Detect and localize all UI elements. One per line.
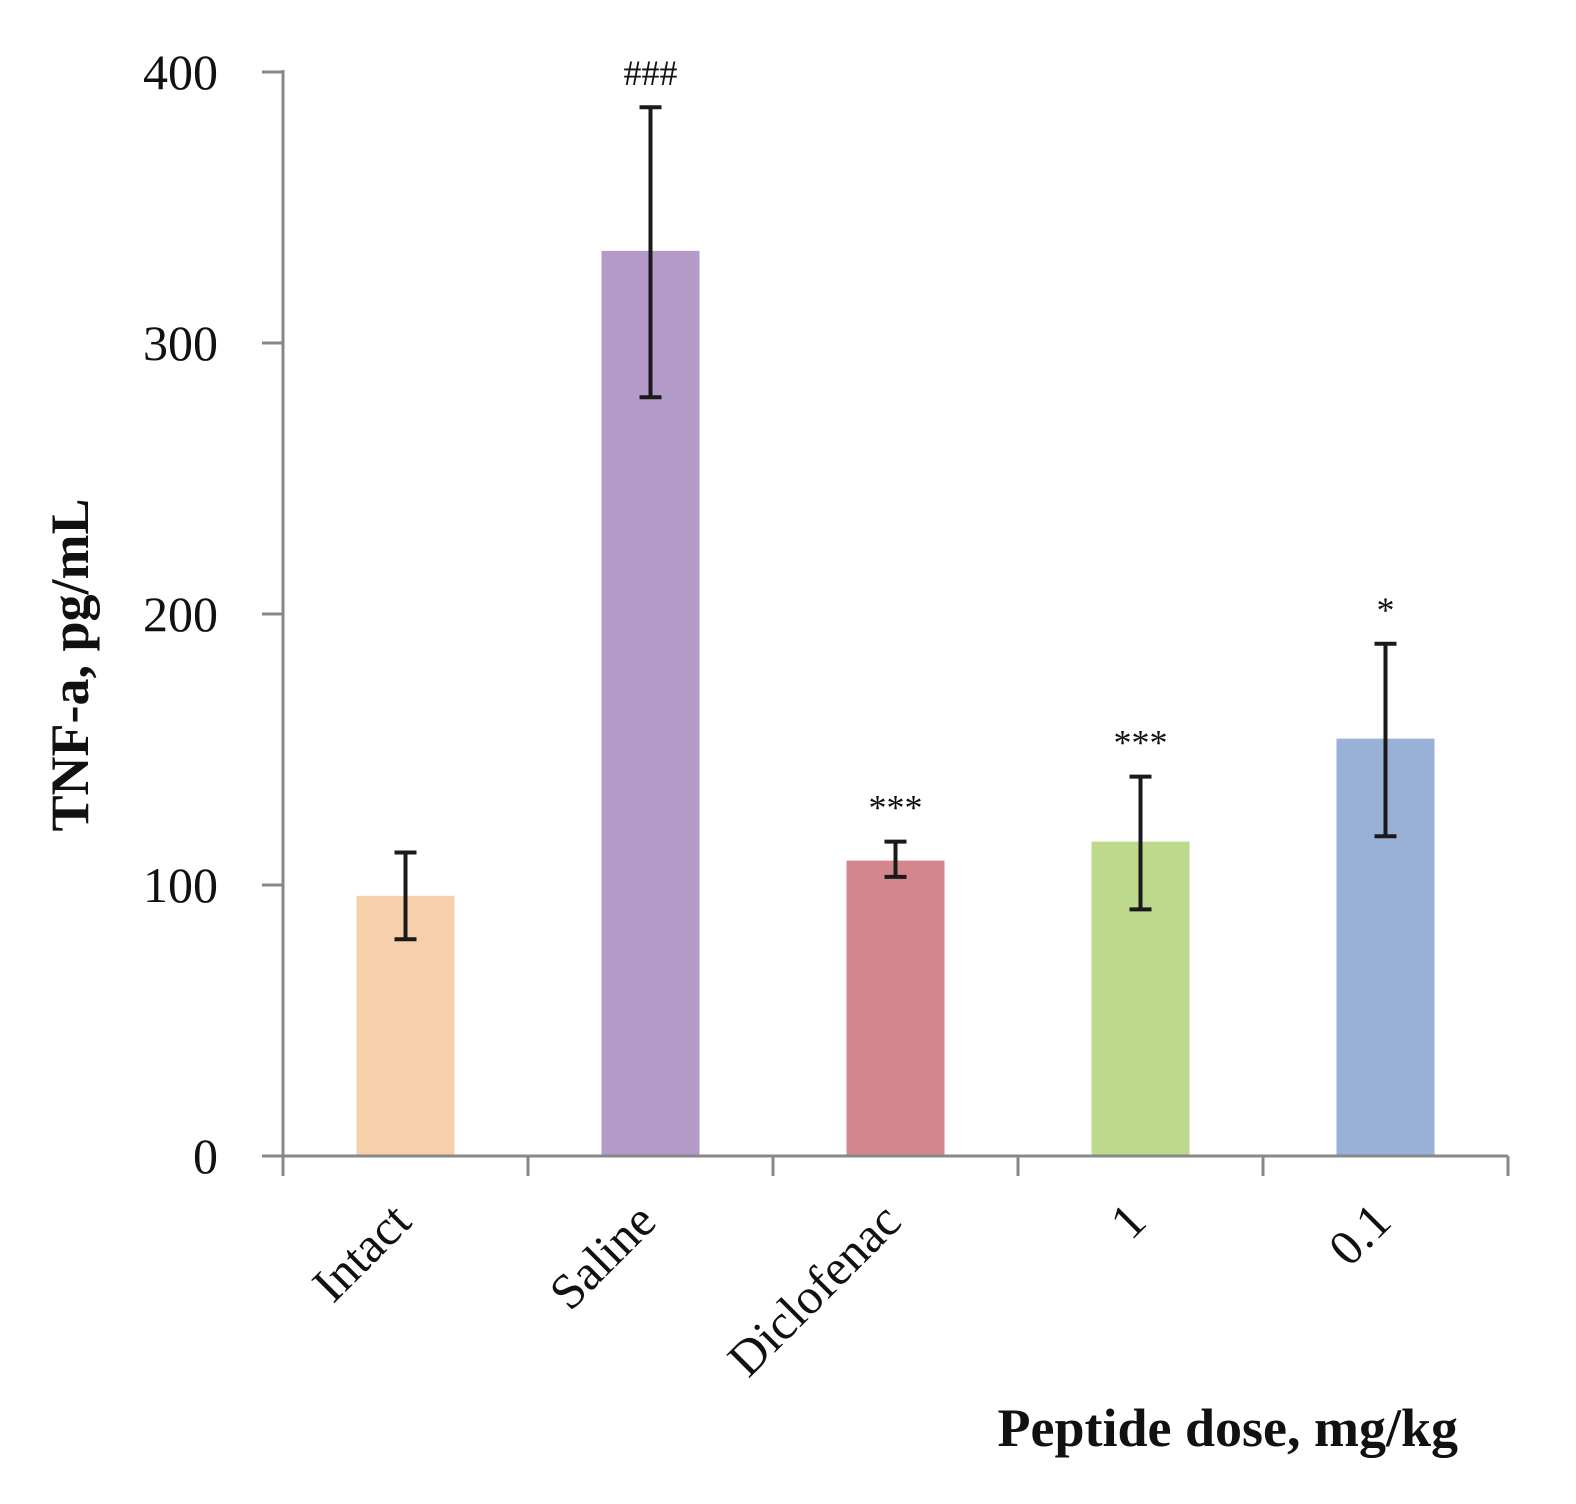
significance-label-1: *** [1114, 723, 1168, 763]
error-bars-layer [394, 105, 1397, 942]
error-bar-1 [1129, 774, 1152, 912]
bars-layer [356, 250, 1435, 1157]
y-tick-label-100: 100 [143, 857, 218, 913]
error-bar-Intact [394, 850, 417, 942]
bar-Diclofenac [846, 860, 945, 1156]
axes-layer [262, 70, 1510, 1176]
significance-label-Saline: ### [624, 53, 678, 93]
y-tick-label-400: 400 [143, 44, 218, 100]
error-bar-Diclofenac [884, 839, 907, 879]
x-tick-label-Intact: Intact [301, 1192, 421, 1312]
x-tick-label-Diclofenac: Diclofenac [717, 1192, 912, 1387]
x-axis-title: Peptide dose, mg/kg [997, 1398, 1458, 1458]
y-tick-label-200: 200 [143, 586, 218, 642]
x-tick-label-0.1: 0.1 [1317, 1192, 1401, 1276]
y-axis-title: TNF-a, pg/mL [40, 498, 100, 831]
error-bar-0.1 [1374, 641, 1397, 839]
x-tick-label-Saline: Saline [538, 1192, 666, 1320]
labels-layer: 0 100 200 300 400 Intact ### Saline *** Diclofena… [143, 44, 1401, 1387]
y-tick-label-0: 0 [193, 1128, 218, 1184]
y-tick-label-300: 300 [143, 315, 218, 371]
significance-label-Diclofenac: *** [869, 788, 923, 828]
significance-label-0.1: * [1377, 590, 1395, 630]
error-bar-Saline [639, 105, 662, 400]
bar-Saline [601, 250, 700, 1157]
x-tick-label-1: 1 [1099, 1192, 1156, 1249]
